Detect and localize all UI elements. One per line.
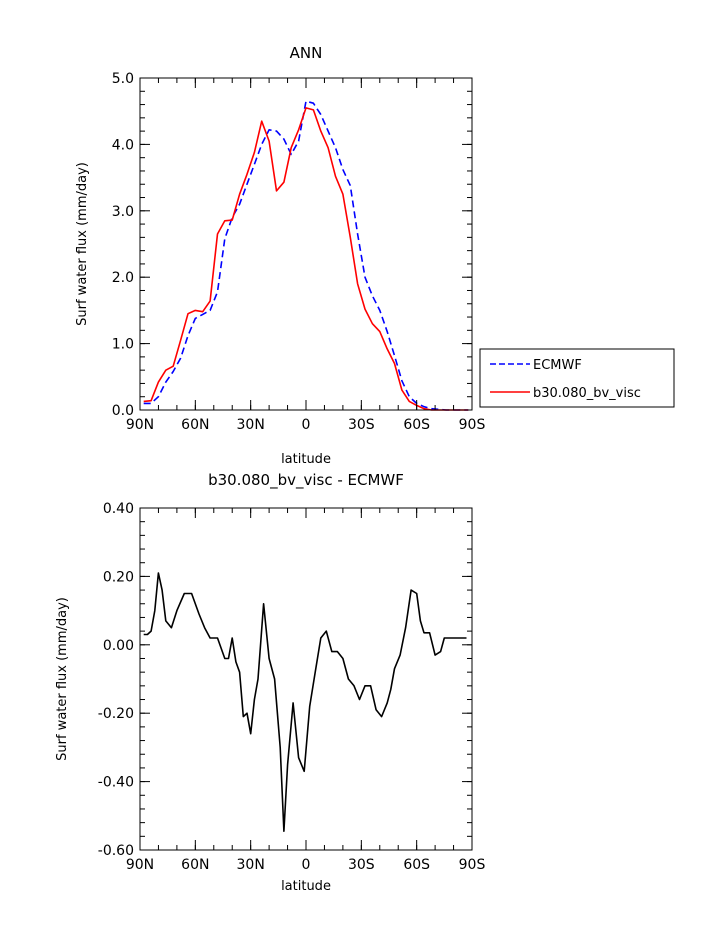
y-tick-label: 3.0 (112, 204, 134, 220)
y-tick-label: 4.0 (112, 137, 134, 153)
x-axis-label: latitude (281, 452, 331, 467)
x-tick-label: 0 (302, 417, 311, 433)
y-tick-label: -0.20 (98, 706, 134, 722)
y-tick-label: 0.20 (103, 569, 134, 585)
x-tick-label: 30N (237, 857, 265, 873)
y-tick-label: -0.60 (98, 843, 134, 859)
x-tick-label: 60S (403, 857, 430, 873)
y-tick-label: 0.40 (103, 501, 134, 517)
x-tick-label: 90S (459, 857, 486, 873)
x-tick-label: 90N (126, 417, 154, 433)
series-line-difference (143, 572, 467, 833)
plot-frame (139, 77, 473, 411)
chart-panel-difference: b30.080_bv_visc - ECMWF 90N 60N 30N 0 30S 60S… (55, 471, 485, 894)
y-tick-label: 2.0 (112, 270, 134, 286)
x-tick-label: 60S (403, 417, 430, 433)
legend-label-b30: b30.080_bv_visc (533, 386, 641, 401)
plot-frame (139, 507, 473, 851)
axes: 90N 60N 30N 0 30S 60S 90S -0.60 -0.40 -0.20 0.00 0.… (98, 501, 486, 873)
x-tick-label: 30N (237, 417, 265, 433)
x-tick-label: 30S (348, 417, 375, 433)
legend: ECMWF b30.080_bv_visc (479, 348, 675, 408)
x-tick-label: 90N (126, 857, 154, 873)
x-tick-label: 0 (302, 857, 311, 873)
y-tick-label: 0.00 (103, 638, 134, 654)
series-lines (143, 100, 469, 411)
series-lines (143, 572, 467, 833)
x-tick-label: 30S (348, 857, 375, 873)
y-tick-label: 1.0 (112, 337, 134, 353)
legend-box (479, 348, 675, 408)
x-axis-label: latitude (281, 879, 331, 894)
x-tick-label: 60N (181, 857, 209, 873)
y-tick-label: 0.0 (112, 403, 134, 419)
axes: 90N 60N 30N 0 30S 60S 90S 0.0 1.0 2.0 3.0 4.0 5.0 (112, 71, 486, 433)
y-axis-label: Surf water flux (mm/day) (55, 597, 70, 761)
chart-title: ANN (290, 44, 323, 62)
series-line-b30-080-bv-visc (143, 107, 469, 411)
series-line-ecmwf (143, 100, 469, 411)
y-tick-label: 5.0 (112, 71, 134, 87)
x-tick-label: 90S (459, 417, 486, 433)
y-tick-label: -0.40 (98, 775, 134, 791)
y-axis-label: Surf water flux (mm/day) (75, 162, 90, 326)
chart-title: b30.080_bv_visc - ECMWF (208, 471, 404, 490)
legend-label-ecmwf: ECMWF (533, 358, 582, 373)
x-tick-label: 60N (181, 417, 209, 433)
chart-panel-ann: ANN 90N 60N 30N 0 30S 60S 90S 0.0 1.0 2.0 3.0 4.0 5.… (75, 44, 485, 467)
